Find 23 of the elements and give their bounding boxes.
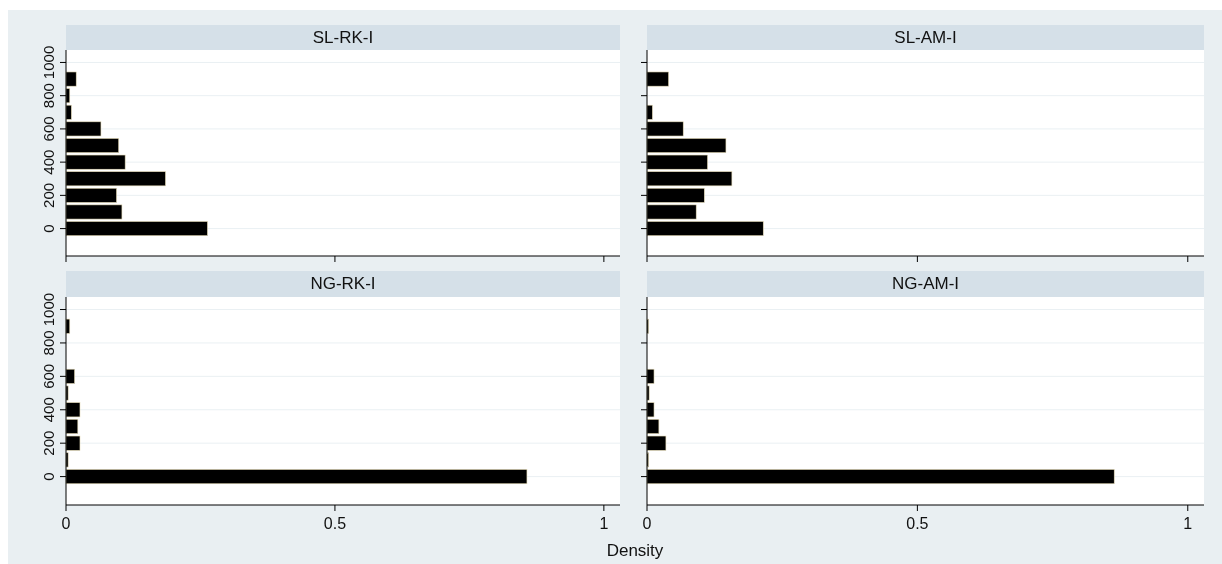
y-tick-label: 0 <box>40 224 57 233</box>
chart-title: NG-RK-I <box>310 274 376 293</box>
y-tick-label: 200 <box>40 182 57 208</box>
y-tick-label: 800 <box>40 330 57 356</box>
y-tick-label: 400 <box>40 397 57 423</box>
x-tick-label: 0 <box>642 515 652 532</box>
x-axis-title: Density <box>606 541 664 560</box>
x-tick-label: 1 <box>599 515 609 532</box>
x-tick-label: 0 <box>61 515 71 532</box>
y-tick-label: 0 <box>40 472 57 481</box>
x-tick-label: 1 <box>1183 515 1193 532</box>
chart-title: SL-AM-I <box>894 28 957 47</box>
y-tick-label: 600 <box>40 116 57 142</box>
y-tick-label: 1000 <box>40 45 57 80</box>
y-tick-label: 1000 <box>40 292 57 327</box>
chart-title: SL-RK-I <box>312 28 374 47</box>
y-tick-label: 400 <box>40 149 57 175</box>
x-tick-label: 0.5 <box>906 515 929 532</box>
y-tick-label: 800 <box>40 83 57 109</box>
y-tick-label: 200 <box>40 430 57 456</box>
chart-title: NG-AM-I <box>891 274 960 293</box>
x-tick-label: 0.5 <box>323 515 347 532</box>
y-tick-label: 600 <box>40 363 57 389</box>
